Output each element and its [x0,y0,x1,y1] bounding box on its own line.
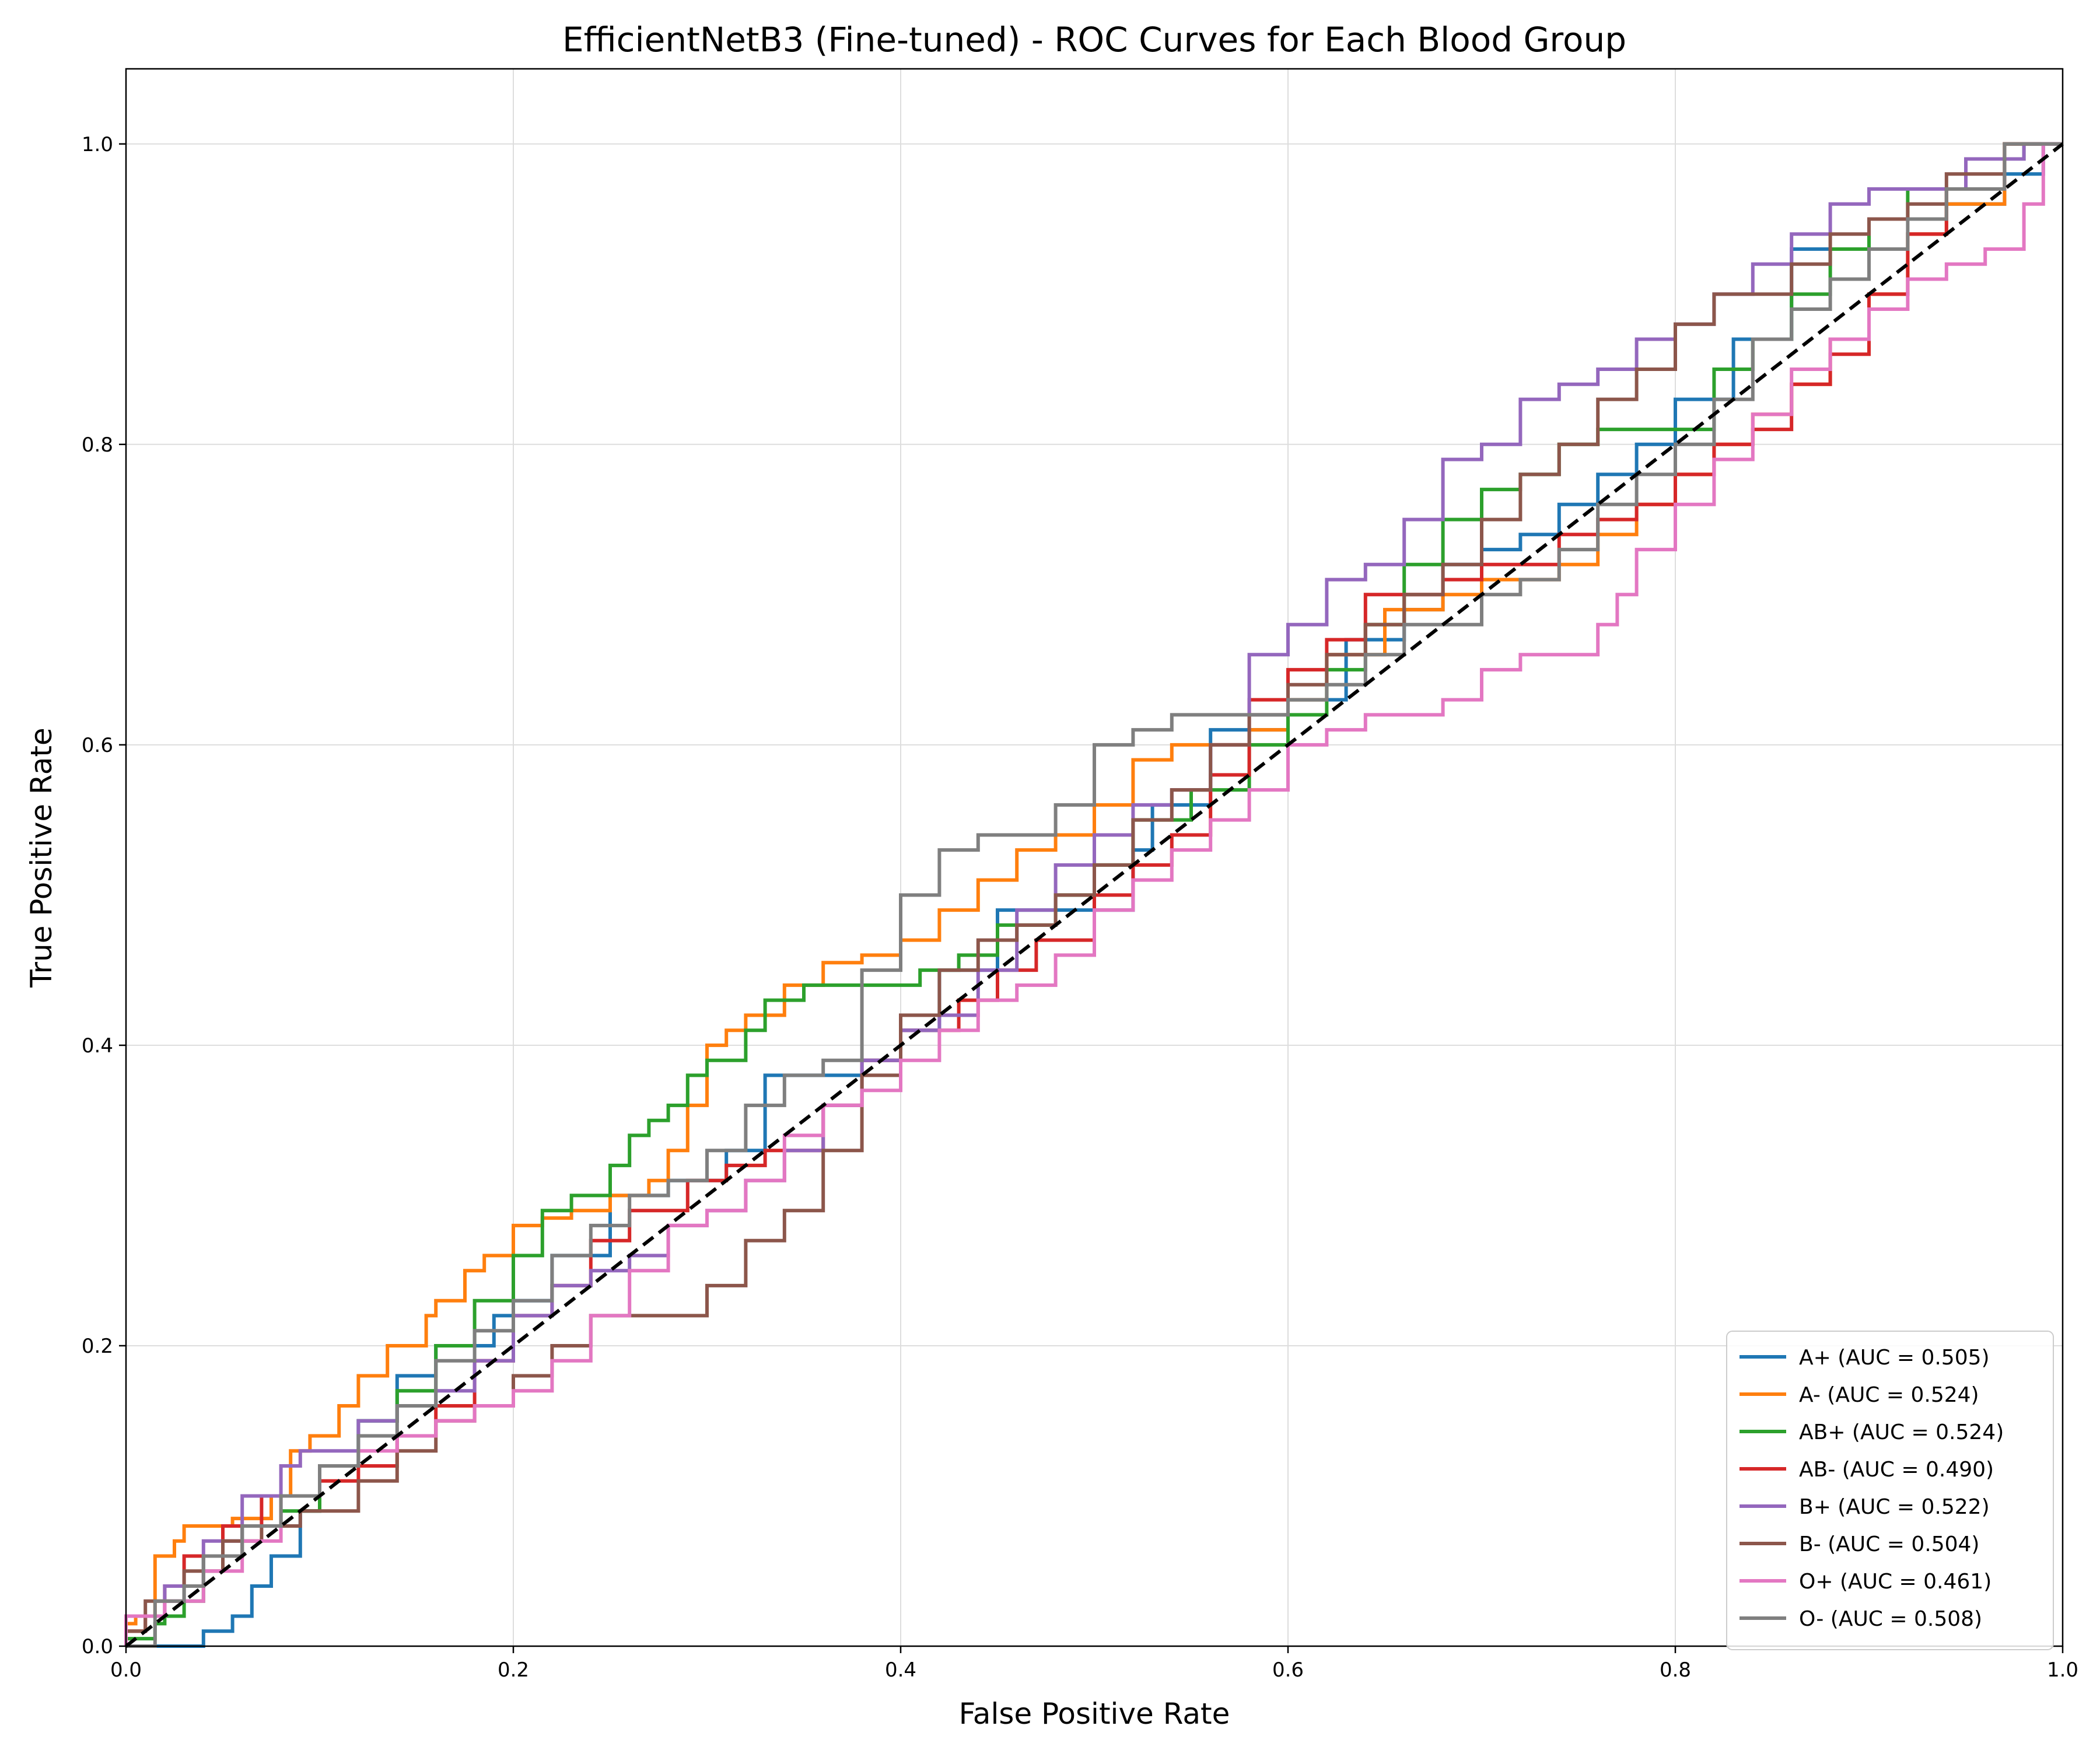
legend-box [1726,1331,2054,1650]
y-tick-label: 0.4 [82,1034,113,1058]
x-tick-label: 1.0 [2047,1658,2078,1682]
legend-label: A- (AUC = 0.524) [1799,1383,1979,1407]
y-tick-label: 1.0 [82,133,113,156]
x-tick-label: 0.8 [1660,1658,1691,1682]
roc-curves [124,142,2064,1648]
chart-title: EfficientNetB3 (Fine-tuned) - ROC Curves… [562,20,1626,60]
y-tick-label: 0.2 [82,1335,113,1358]
legend: A+ (AUC = 0.505) A- (AUC = 0.524) AB+ (AUC… [1726,1331,2054,1650]
x-axis-label: False Positive Rate [959,1697,1230,1731]
x-tick-label: 0.4 [885,1658,916,1682]
x-tick-label: 0.2 [498,1658,529,1682]
y-tick-label: 0.6 [82,734,113,757]
legend-label: B- (AUC = 0.504) [1799,1532,1979,1556]
legend-label: B+ (AUC = 0.522) [1799,1495,1990,1519]
y-tick-label: 0.0 [82,1635,113,1658]
roc-line-b-neg [124,142,2063,1646]
chance-diagonal-line [125,142,2064,1648]
legend-label: A+ (AUC = 0.505) [1799,1346,1990,1370]
y-tick-label: 0.8 [82,433,113,457]
x-tick-label: 0.6 [1272,1658,1304,1682]
legend-label: AB- (AUC = 0.490) [1799,1458,1994,1482]
legend-label: O+ (AUC = 0.461) [1799,1570,1992,1594]
legend-label: AB+ (AUC = 0.524) [1799,1420,2004,1444]
plot-frame [125,68,2064,1647]
y-axis-label: True Positive Rate [24,727,58,988]
roc-line-o-pos [124,142,2063,1646]
x-tick-label: 0.0 [110,1658,142,1682]
axis-ticks: 0.0 0.2 0.4 0.6 0.8 1.0 0.0 0.2 0.4 0.6 0.8 1.0 [82,133,2078,1682]
legend-label: O- (AUC = 0.508) [1799,1607,1982,1631]
